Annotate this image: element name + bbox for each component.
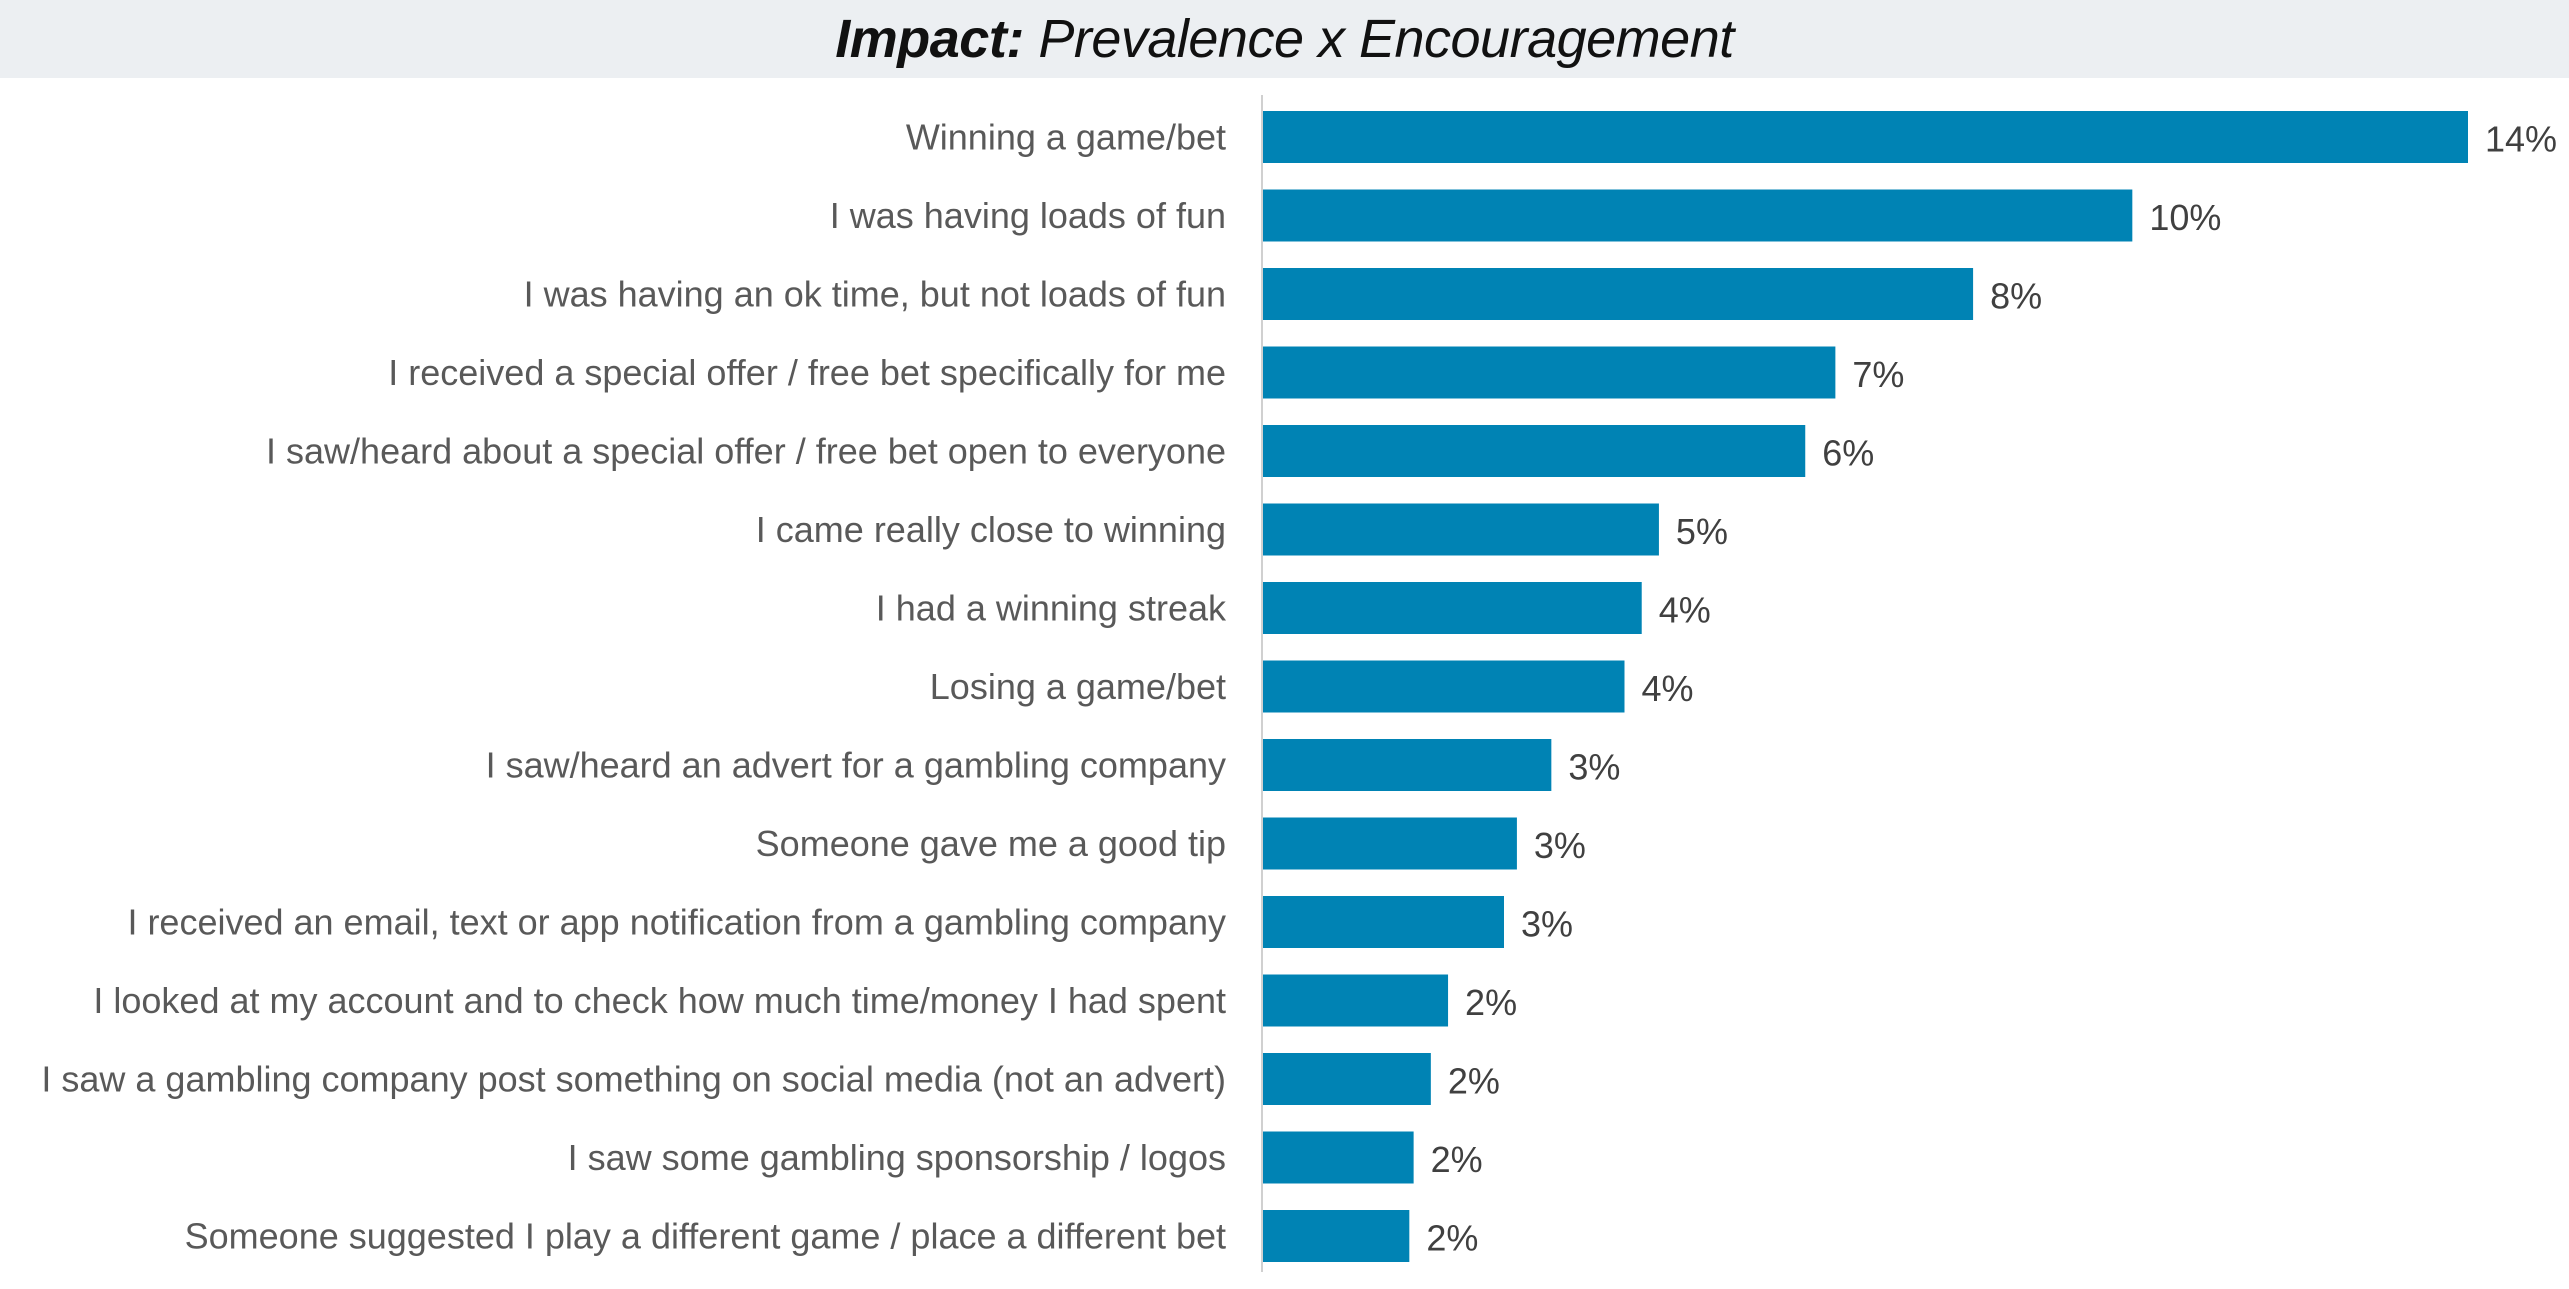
category-label: I was having an ok time, but not loads o… xyxy=(524,274,1226,315)
title-bar: Impact: Prevalence x Encouragement xyxy=(0,0,2569,78)
bar xyxy=(1263,1131,1414,1184)
category-label: I saw some gambling sponsorship / logos xyxy=(568,1137,1226,1178)
data-label: 3% xyxy=(1568,747,1620,788)
data-label: 2% xyxy=(1448,1061,1500,1102)
data-label: 7% xyxy=(1852,354,1904,395)
data-label: 6% xyxy=(1822,433,1874,474)
bar xyxy=(1263,1053,1431,1105)
bar xyxy=(1263,739,1552,791)
data-label: 10% xyxy=(2149,197,2221,238)
bar xyxy=(1263,189,2133,242)
bar xyxy=(1263,817,1517,870)
category-label: I came really close to winning xyxy=(756,509,1226,550)
data-label: 2% xyxy=(1426,1218,1478,1259)
category-label: Someone suggested I play a different gam… xyxy=(185,1216,1226,1257)
data-label: 2% xyxy=(1465,982,1517,1023)
category-label: I saw/heard about a special offer / free… xyxy=(266,431,1226,472)
bar xyxy=(1263,346,1836,399)
chart-title-rest: Prevalence x Encouragement xyxy=(1023,9,1734,69)
bar xyxy=(1263,503,1659,556)
data-label: 8% xyxy=(1990,276,2042,317)
bar xyxy=(1263,111,2468,163)
chart-title-emphasis: Impact: xyxy=(835,9,1024,69)
category-label: I saw/heard an advert for a gambling com… xyxy=(486,745,1226,786)
data-label: 3% xyxy=(1534,825,1586,866)
category-label: I received a special offer / free bet sp… xyxy=(388,352,1226,393)
bar xyxy=(1263,660,1625,713)
category-label: I saw a gambling company post something … xyxy=(41,1059,1226,1100)
category-label: Someone gave me a good tip xyxy=(756,823,1226,864)
category-label: I looked at my account and to check how … xyxy=(93,980,1226,1021)
bar xyxy=(1263,896,1504,948)
category-label: I had a winning streak xyxy=(876,588,1227,629)
data-label: 4% xyxy=(1659,590,1711,631)
data-label: 2% xyxy=(1431,1139,1483,1180)
data-label: 4% xyxy=(1642,668,1694,709)
bar xyxy=(1263,974,1449,1027)
chart-title: Impact: Prevalence x Encouragement xyxy=(835,8,1734,70)
category-label: Losing a game/bet xyxy=(930,666,1226,707)
bar xyxy=(1263,582,1642,634)
data-label: 5% xyxy=(1676,511,1728,552)
category-label: I received an email, text or app notific… xyxy=(127,902,1226,943)
bar xyxy=(1263,425,1806,477)
category-label: Winning a game/bet xyxy=(906,117,1226,158)
data-label: 3% xyxy=(1521,904,1573,945)
bar xyxy=(1263,1210,1410,1262)
bar xyxy=(1263,268,1974,320)
category-label: I was having loads of fun xyxy=(830,195,1226,236)
data-label: 14% xyxy=(2485,119,2557,160)
